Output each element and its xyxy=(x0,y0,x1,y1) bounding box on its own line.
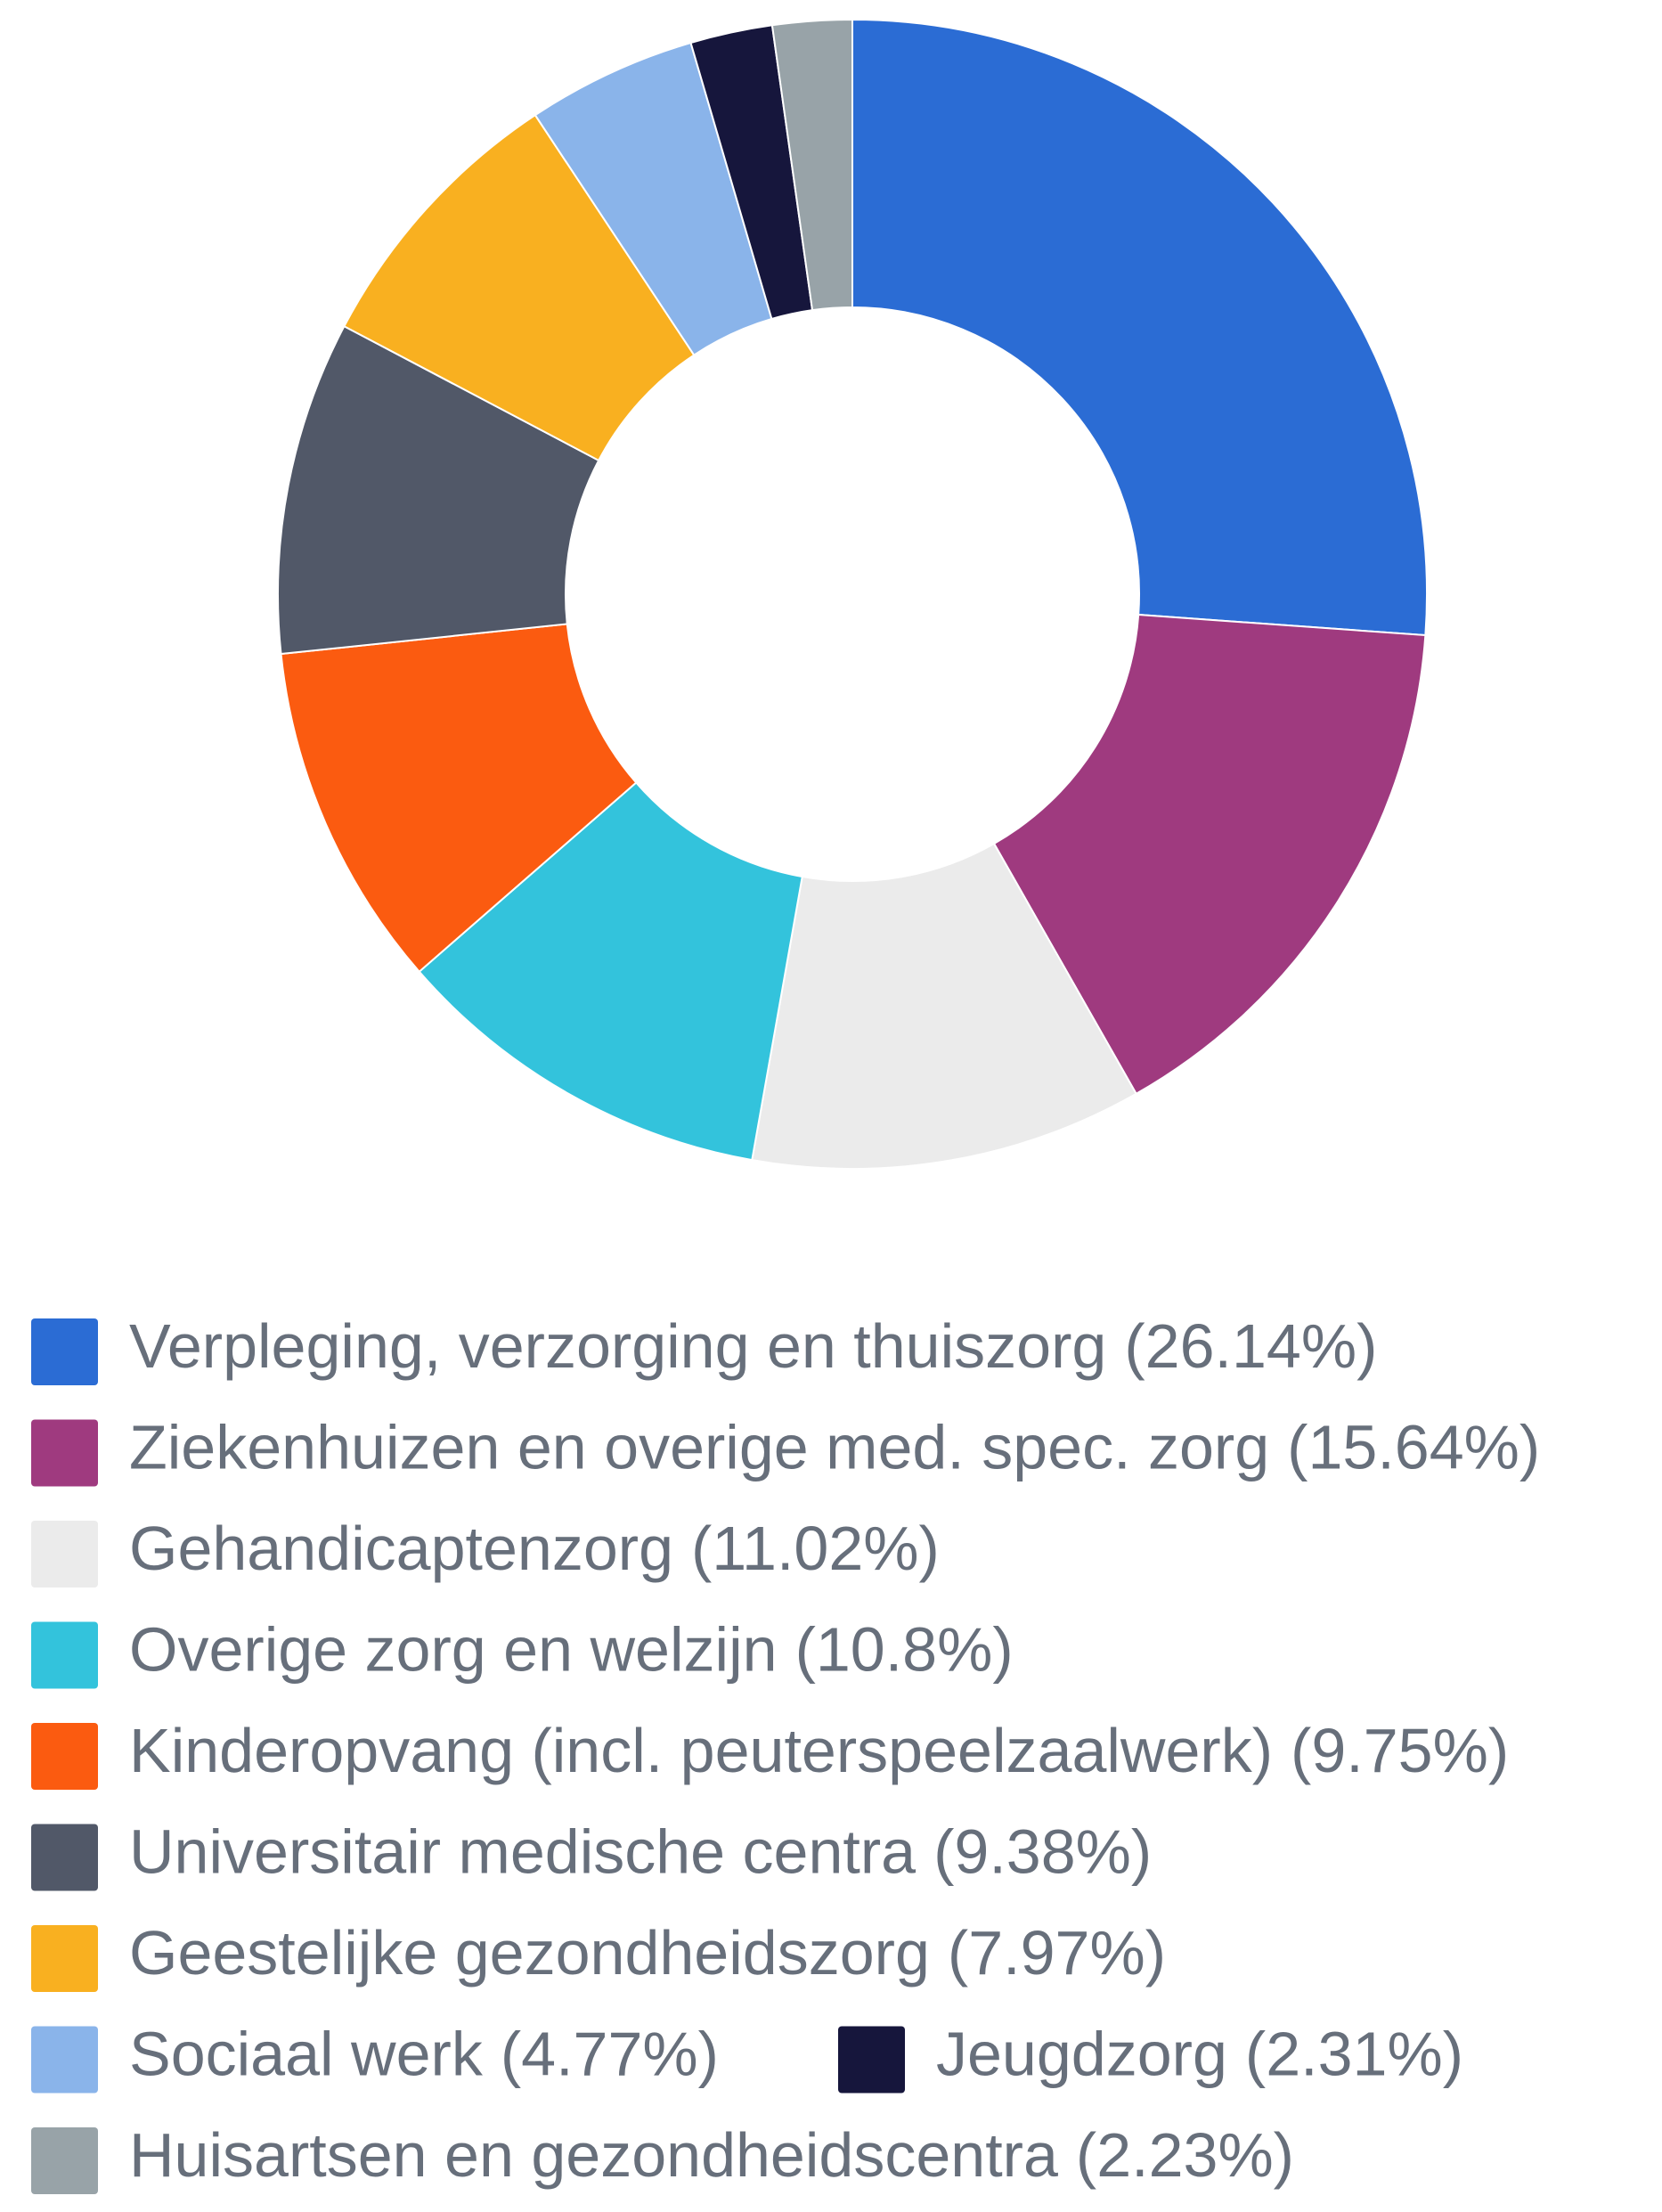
legend-name: Geestelijke gezondheidszorg xyxy=(129,1918,930,1988)
legend-label: Huisartsen en gezondheidscentra (2.23%) xyxy=(129,2120,1294,2190)
legend-name: Kinderopvang (incl. peuterspeelzaalwerk) xyxy=(129,1716,1273,1785)
legend-swatch xyxy=(31,1723,98,1790)
pie-slice xyxy=(770,18,853,312)
pie-slice xyxy=(418,781,803,1162)
legend-label: Geestelijke gezondheidszorg (7.97%) xyxy=(129,1918,1166,1988)
legend-label: Verpleging, verzorging en thuiszorg (26.1… xyxy=(129,1311,1377,1381)
legend-label: Universitair medische centra (9.38%) xyxy=(129,1817,1152,1887)
legend-swatch xyxy=(31,1318,98,1385)
legend-name: Overige zorg en welzijn xyxy=(129,1615,778,1685)
pie-slice xyxy=(851,18,1428,637)
legend-value: (9.38%) xyxy=(933,1817,1152,1887)
legend-name: Gehandicaptenzorg xyxy=(129,1514,673,1583)
legend-name: Ziekenhuizen en overige med. spec. zorg xyxy=(129,1413,1269,1482)
legend-value: (10.8%) xyxy=(795,1615,1014,1685)
pie-slice xyxy=(992,613,1427,1096)
legend-label: Overige zorg en welzijn (10.8%) xyxy=(129,1615,1014,1685)
legend-swatch xyxy=(31,1521,98,1588)
legend-label: Sociaal werk (4.77%) xyxy=(129,2020,719,2089)
legend-swatch xyxy=(31,1925,98,1992)
legend-value: (26.14%) xyxy=(1124,1311,1377,1381)
legend-label: Ziekenhuizen en overige med. spec. zorg (… xyxy=(129,1413,1540,1482)
legend-name: Universitair medische centra xyxy=(129,1817,916,1887)
legend-swatch xyxy=(31,1419,98,1487)
legend-name: Verpleging, verzorging en thuiszorg xyxy=(129,1311,1106,1381)
legend-value: (15.64%) xyxy=(1287,1413,1540,1482)
legend-name: Sociaal werk xyxy=(129,2020,484,2089)
legend-name: Huisartsen en gezondheidscentra xyxy=(129,2120,1058,2190)
legend-label: Kinderopvang (incl. peuterspeelzaalwerk)… xyxy=(129,1716,1509,1785)
legend-value: (2.23%) xyxy=(1076,2120,1294,2190)
pie-slice xyxy=(280,623,638,974)
legend-value: (7.97%) xyxy=(948,1918,1166,1988)
legend-value: (4.77%) xyxy=(501,2020,719,2089)
legend-swatch xyxy=(838,2026,905,2094)
pie-slice xyxy=(277,324,600,656)
legend-value: (9.75%) xyxy=(1291,1716,1509,1785)
legend-swatch xyxy=(31,1621,98,1689)
legend-swatch xyxy=(31,2026,98,2094)
pie-slice xyxy=(751,842,1138,1170)
legend-label: Gehandicaptenzorg (11.02%) xyxy=(129,1514,940,1583)
legend-name: Jeugdzorg xyxy=(936,2020,1227,2089)
legend-value: (11.02%) xyxy=(691,1514,940,1583)
legend-swatch xyxy=(31,2127,98,2194)
legend-value: (2.31%) xyxy=(1245,2020,1463,2089)
legend-label: Jeugdzorg (2.31%) xyxy=(936,2020,1463,2089)
pie-slice xyxy=(343,113,696,462)
legend-swatch xyxy=(31,1824,98,1891)
